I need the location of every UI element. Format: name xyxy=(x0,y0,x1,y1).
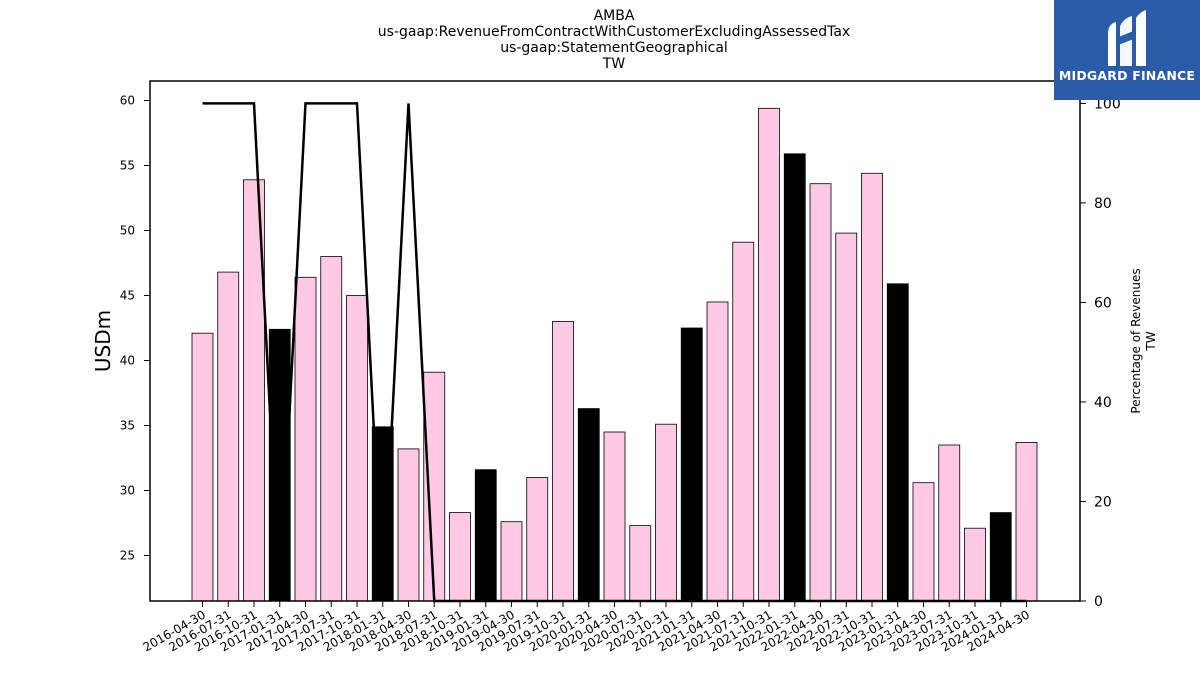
y-tick-label-45: 45 xyxy=(120,289,135,303)
bar-2023-01-31 xyxy=(886,283,909,602)
y-tick-label-60: 60 xyxy=(120,94,135,108)
bar-2020-07-31 xyxy=(629,525,652,602)
bars-group xyxy=(191,107,1038,602)
y-tick-label-35: 35 xyxy=(120,419,135,433)
bar-2021-07-31 xyxy=(732,241,755,602)
bar-2024-04-30 xyxy=(1015,441,1038,602)
bar-2016-04-30 xyxy=(191,332,214,602)
bar-2024-01-31 xyxy=(989,512,1012,602)
bar-2016-07-31 xyxy=(217,271,240,602)
title-line-4: TW xyxy=(602,56,626,72)
y-tick-label-50: 50 xyxy=(120,224,135,238)
midgard-logo-icon xyxy=(1108,10,1146,66)
bar-2022-01-31 xyxy=(783,153,806,602)
logo-text: MIDGARD FINANCE xyxy=(1058,68,1196,83)
bar-2018-07-31 xyxy=(423,371,446,602)
bar-2017-10-31 xyxy=(346,295,368,602)
title-line-1: AMBA xyxy=(594,8,635,24)
bar-2022-04-30 xyxy=(809,183,832,602)
y-axis-label: USDm xyxy=(91,310,115,372)
x-axis: 2016-04-302016-07-312016-10-312017-01-31… xyxy=(141,601,1032,654)
y-tick-label-55: 55 xyxy=(120,159,135,173)
y-axis-right-label-line-2: TW xyxy=(1144,331,1158,351)
bar-2017-04-30 xyxy=(294,276,317,602)
bar-2023-10-31 xyxy=(964,527,986,602)
y-tick-label-40: 40 xyxy=(120,354,135,368)
bar-2021-01-31 xyxy=(680,327,703,602)
bar-2021-04-30 xyxy=(706,301,729,602)
title-line-3: us-gaap:StatementGeographical xyxy=(500,40,728,56)
bar-2020-04-30 xyxy=(603,431,626,602)
bar-2023-04-30 xyxy=(912,482,935,602)
y-right-tick-label-40: 40 xyxy=(1094,395,1112,411)
y-axis-left: 25 30 35 40 45 50 55 60 xyxy=(120,94,150,563)
y-axis-right-label-line-1: Percentage of Revenues xyxy=(1129,268,1143,413)
bar-2023-07-31 xyxy=(938,444,961,602)
y-right-tick-label-60: 60 xyxy=(1094,295,1112,311)
bar-2019-10-31 xyxy=(552,321,574,602)
midgard-finance-logo: MIDGARD FINANCE xyxy=(1054,0,1200,100)
y-axis-right: 0 20 40 60 80 100 xyxy=(1080,96,1121,610)
bar-2018-10-31 xyxy=(449,512,471,602)
bar-2020-01-31 xyxy=(577,408,600,602)
y-right-tick-label-20: 20 xyxy=(1094,494,1112,510)
bar-2022-10-31 xyxy=(861,172,883,602)
bar-2021-10-31 xyxy=(758,107,780,602)
bar-2020-10-31 xyxy=(655,423,677,602)
bar-2019-01-31 xyxy=(474,469,497,602)
bar-2019-04-30 xyxy=(500,521,523,602)
y-tick-label-25: 25 xyxy=(120,549,135,563)
y-tick-label-30: 30 xyxy=(120,484,135,498)
title-line-2: us-gaap:RevenueFromContractWithCustomerE… xyxy=(378,24,850,40)
bar-2022-07-31 xyxy=(835,232,858,602)
chart-title: AMBA us-gaap:RevenueFromContractWithCust… xyxy=(378,8,850,72)
y-right-tick-label-100: 100 xyxy=(1094,96,1121,112)
y-right-tick-label-0: 0 xyxy=(1094,594,1103,610)
y-right-tick-label-80: 80 xyxy=(1094,196,1112,212)
bar-2019-07-31 xyxy=(526,477,549,602)
bar-2018-04-30 xyxy=(397,448,420,602)
bar-2017-07-31 xyxy=(320,256,343,602)
